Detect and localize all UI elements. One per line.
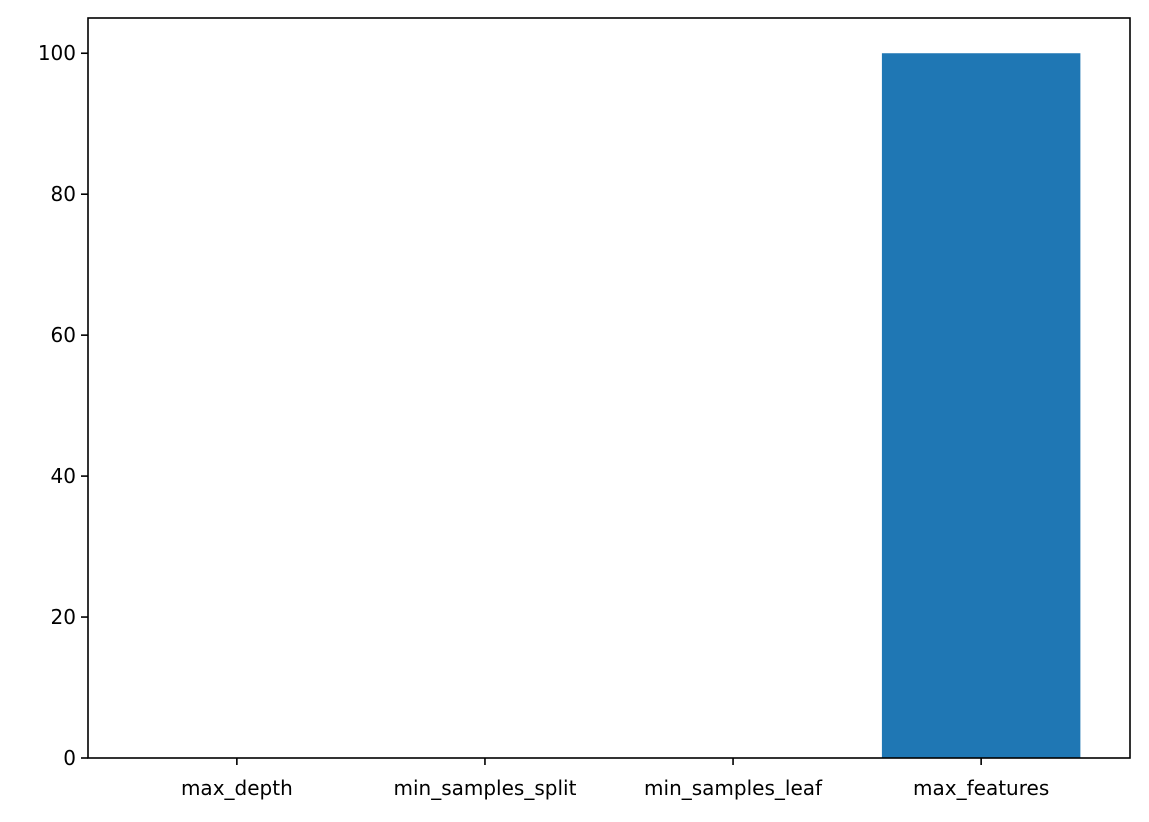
x-tick-label: min_samples_split <box>393 776 576 800</box>
x-tick-label: max_depth <box>181 776 293 800</box>
bar-max-features <box>881 53 1081 758</box>
y-tick-label: 40 <box>51 464 76 488</box>
y-tick-label: 20 <box>51 605 76 629</box>
y-axis: 0 20 40 60 80 100 <box>38 41 88 770</box>
plot-frame <box>87 17 1131 759</box>
y-tick-label: 100 <box>38 41 76 65</box>
y-tick-label: 80 <box>51 182 76 206</box>
y-tick-label: 0 <box>63 746 76 770</box>
x-axis: max_depth min_samples_split min_samples_le… <box>181 758 1049 800</box>
x-tick-label: min_samples_leaf <box>644 776 823 800</box>
y-tick-label: 60 <box>51 323 76 347</box>
bars-group <box>881 53 1081 758</box>
x-tick-label: max_features <box>913 776 1049 800</box>
